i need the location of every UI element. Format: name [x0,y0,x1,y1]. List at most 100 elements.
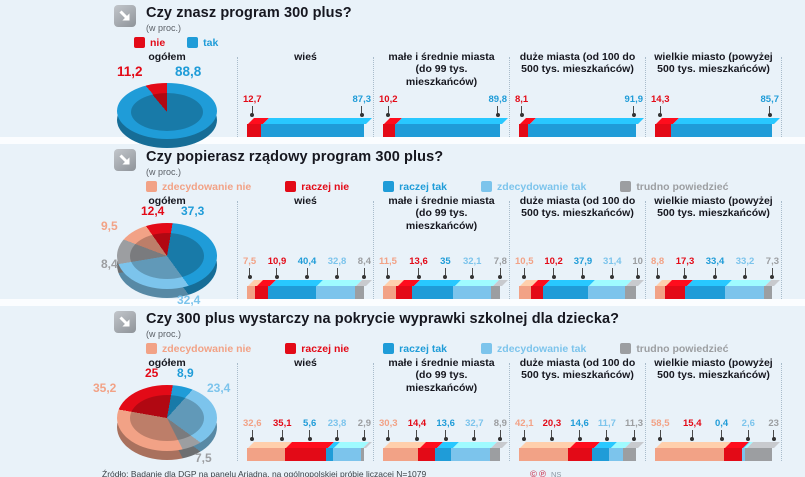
section-know-program: Czy znasz program 300 plus? (w proc.) ni… [0,0,805,149]
divider [781,200,782,299]
leader-line [551,267,556,279]
bar-value-label: 13,6 [436,418,455,441]
bar-segment [542,285,588,299]
stacked-bar: 42,1 20,3 14,6 11,7 11,3 [515,418,644,461]
divider [237,200,238,299]
bar-segment [413,279,461,286]
leader-line [280,429,285,441]
leader-line [359,105,364,117]
bar-segment [269,279,323,286]
category-header: wieś [294,50,317,63]
legend: nie tak [134,37,805,49]
category-header: małe i średnie miasta (do 99 tys. mieszk… [388,356,495,394]
stacked-bar: 58,5 15,4 0,4 2,6 23 [651,418,780,461]
bar-segment [742,447,746,461]
charts-row: ogółem 25 8,9 23,4 7,5 35,2 wieś 32,6 35,1 5,6… [93,356,805,465]
bar-segment [255,285,269,299]
leader-line [522,429,527,441]
leader-line [522,267,527,279]
legend-item: tak [187,37,218,49]
divider [509,200,510,299]
bar-segment [624,285,637,299]
bar-value-label: 5,6 [303,418,316,441]
bar-segment [568,447,593,461]
bar-value-label: 10,5 [515,256,534,279]
bar-segment [529,117,644,124]
bar-segment [654,123,672,137]
leader-line [690,429,695,441]
leader-line [767,105,772,117]
category-header: duże miasta (od 100 do 500 tys. mieszkań… [519,50,636,76]
bar-value-label: 10,2 [379,94,398,117]
leader-line [498,267,503,279]
pie-value-label: 23,4 [207,381,231,396]
pie-value-label: 88,8 [175,64,202,80]
divider [237,362,238,461]
divider [509,362,510,461]
section-title: Czy znasz program 300 plus? [146,5,352,21]
leader-line [362,267,367,279]
pie-value-label: 25 [145,366,159,381]
column-wies: wieś 32,6 35,1 5,6 23,8 2,9 [243,357,372,461]
leader-line [335,267,340,279]
divider [373,362,374,461]
bar-value-label: 14,4 [408,418,426,441]
stacked-bar-3d [654,441,780,461]
leader-line [247,267,252,279]
leader-line [743,267,748,279]
pie-chart: 11,2 88,8 [115,64,219,149]
legend-item: nie [134,37,165,49]
leader-line [414,429,419,441]
bar-value-label: 33,4 [706,256,724,279]
section-separator [0,136,805,144]
bar-value-label: 23 [768,418,779,441]
bar-segment [672,117,780,124]
bar-segment [725,279,771,286]
section-header: Czy 300 plus wystarczy na pokrycie wypra… [114,310,805,339]
category-header: ogółem [148,50,186,63]
legend-label: trudno powiedzieć [636,342,729,355]
bar-segment [489,447,501,461]
legend-swatch [187,37,199,49]
charts-row: ogółem 12,4 37,3 32,4 8,4 9,5 wieś 7,5 10,9 40… [101,195,805,307]
legend-item: raczej tak [383,343,447,355]
category-header: duże miasta (od 100 do 500 tys. mieszkań… [519,356,636,382]
pie-value-label: 37,3 [181,204,205,219]
category-header: wielkie miasto (powyżej 500 tys. mieszka… [654,356,773,382]
stacked-bar: 8,8 17,3 33,4 33,2 7,3 [651,256,780,299]
pie-value-label: 8,4 [101,257,118,272]
divider [373,200,374,299]
pie-value-label: 35,2 [93,381,117,396]
pie-value-label: 7,5 [195,451,212,466]
pie-hole [130,395,204,442]
column-wielkie: wielkie miasto (powyżej 500 tys. mieszka… [651,356,780,461]
credit: © ℗ NS [530,469,561,477]
bar-segment [247,441,292,448]
leader-line [658,105,663,117]
bar-segment [623,447,637,461]
divider [781,56,782,137]
bar-segment [396,285,413,299]
arrow-down-right-icon [114,148,136,171]
legend-label: zdecydowanie nie [162,180,252,193]
arrow-down-right-icon [114,5,136,27]
divider [645,56,646,137]
pie-value-label: 32,4 [177,293,201,308]
bar-value-label: 8,8 [651,256,664,279]
column-wies: wieś 7,5 10,9 40,4 32,8 8,4 [243,195,372,299]
bar-segment [332,447,362,461]
bar-segment [246,285,256,299]
divider [781,362,782,461]
bar-value-label: 32,8 [328,256,346,279]
legend-item: trudno powiedzieć [620,181,728,193]
legend-label: trudno powiedzieć [636,180,729,193]
stacked-bar: 8,1 91,9 [515,94,644,137]
bar-value-label: 35 [440,256,451,279]
leader-line [604,429,609,441]
leader-line [385,267,390,279]
bar-segment [261,123,365,137]
bar-segment [452,441,497,448]
bar-value-label: 23,8 [328,418,346,441]
stacked-bar-3d [382,279,508,299]
legend-item: zdecydowanie tak [481,181,586,193]
